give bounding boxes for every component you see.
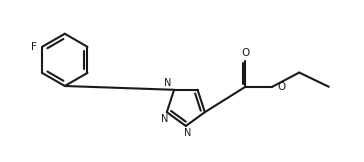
Text: N: N: [161, 114, 168, 124]
Text: O: O: [241, 48, 250, 58]
Text: F: F: [31, 42, 37, 52]
Text: O: O: [277, 82, 285, 92]
Text: N: N: [185, 128, 192, 138]
Text: N: N: [165, 77, 172, 87]
